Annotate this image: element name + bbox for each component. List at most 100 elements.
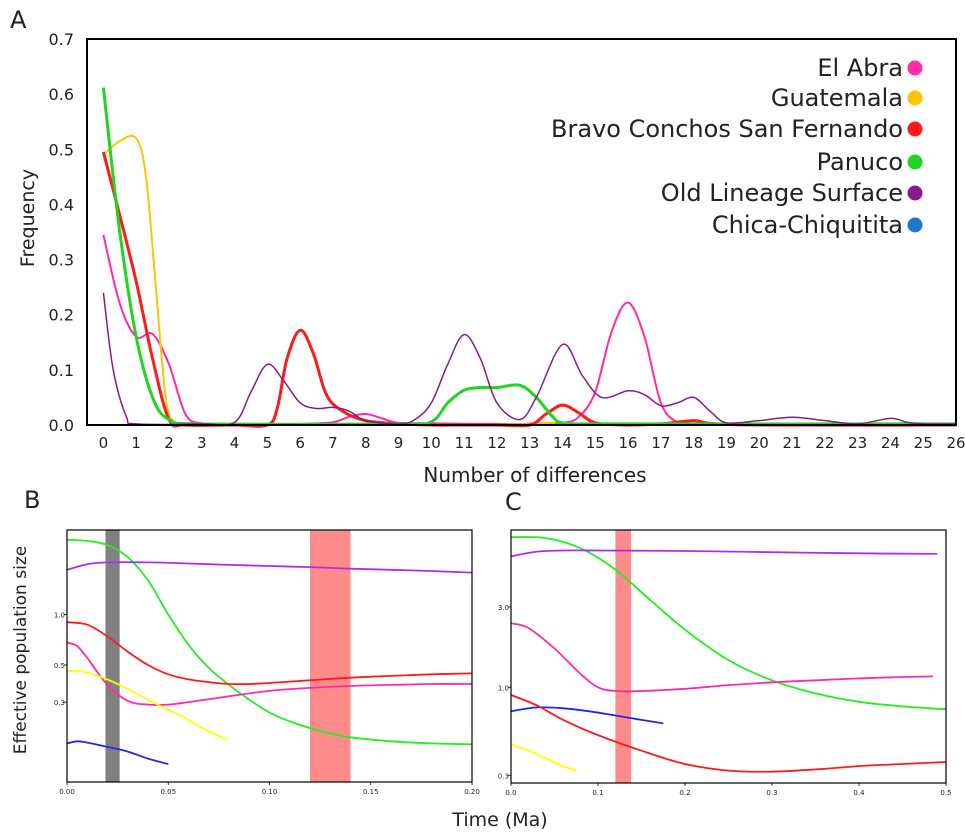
series-line [66, 561, 473, 574]
xtick-label: 0.0 [505, 789, 516, 797]
panel-a-xtick: 10 [422, 434, 441, 452]
xtick-label: 0.15 [363, 788, 379, 796]
panel-a-xtick: 19 [717, 434, 736, 452]
panel-a-xtick: 13 [520, 434, 539, 452]
panel-a-xtick: 2 [164, 434, 174, 452]
ytick-label: 0.3 [498, 772, 509, 780]
legend-label: Bravo Conchos San Fernando [551, 115, 903, 143]
panel-a-xtick: 26 [946, 434, 965, 452]
series-line [102, 234, 956, 426]
ytick-label: 0.5 [54, 662, 65, 670]
series-line [66, 538, 473, 746]
legend-marker [907, 60, 923, 76]
xtick-label: 0.4 [853, 789, 865, 797]
panel-a-xtick: 24 [881, 434, 900, 452]
highlight-band [615, 530, 632, 783]
series-line [510, 536, 947, 711]
panel-a-xtick: 0 [99, 434, 109, 452]
panel-a-ylabel: Frequency [17, 169, 39, 267]
panel-a-xlabel: Number of differences [423, 463, 646, 487]
panel-a-xtick: 1 [131, 434, 141, 452]
panel-a-xtick: 21 [782, 434, 801, 452]
xtick-label: 0.2 [679, 789, 690, 797]
series-line [510, 706, 664, 725]
panel-c-series [510, 536, 947, 773]
legend-marker [907, 154, 923, 170]
panel-b-series [66, 538, 473, 765]
xtick-label: 0.3 [766, 789, 777, 797]
panel-a-ytick: 0.5 [49, 140, 74, 159]
panel-a-axes: 0 1 2 3 4 5 6 7 8 9 10 11 12 13 14 15 16 17 18 19 20 21 22 23 24… [49, 30, 965, 452]
panel-label-a: A [10, 6, 27, 34]
series-line [510, 694, 947, 773]
legend-marker [907, 90, 923, 106]
series-line [66, 670, 228, 741]
panel-a-xtick: 20 [750, 434, 769, 452]
panel-a-xtick: 16 [619, 434, 638, 452]
panel-a-xtick: 5 [263, 434, 273, 452]
panel-c-frame [510, 529, 947, 784]
legend-marker [907, 185, 923, 201]
chart-panel-a: 0 1 2 3 4 5 6 7 8 9 10 11 12 13 14 15 16 17 18 19 20 21 22 23 24… [17, 30, 965, 487]
panel-label-b: B [24, 486, 40, 514]
series-line [101, 87, 957, 426]
legend-label: Old Lineage Surface [661, 179, 903, 207]
xtick-label: 0.10 [262, 788, 278, 796]
panel-a-xtick: 3 [197, 434, 207, 452]
panel-b-ylabel: Effective population size [11, 546, 31, 754]
shared-xlabel: Time (Ma) [451, 809, 547, 831]
panel-a-xtick: 17 [651, 434, 670, 452]
panel-a-ytick: 0.6 [49, 85, 74, 104]
legend-label: Chica-Chiquitita [712, 211, 903, 239]
xtick-label: 0.5 [940, 789, 951, 797]
xtick-label: 0.1 [592, 789, 603, 797]
legend-marker [907, 217, 923, 233]
panel-c-bands [615, 530, 632, 783]
ytick-label: 0.3 [54, 699, 65, 707]
series-line [510, 549, 938, 558]
panel-b-bands [105, 530, 351, 782]
series-line [102, 292, 957, 426]
xtick-label: 0.00 [59, 788, 75, 796]
panel-label-c: C [505, 488, 522, 516]
panel-a-xtick: 9 [394, 434, 404, 452]
panel-a-ytick: 0.0 [49, 416, 74, 435]
panel-a-xtick: 8 [361, 434, 371, 452]
series-line [66, 621, 473, 686]
panel-a-ytick: 0.3 [49, 251, 74, 270]
series-line [510, 743, 577, 772]
legend-marker [907, 121, 923, 137]
series-line [66, 641, 473, 706]
series-line [510, 622, 934, 693]
panel-a-xtick: 25 [914, 434, 933, 452]
legend-label: Panuco [817, 148, 903, 176]
legend-label: Guatemala [771, 84, 903, 112]
chart-panel-c: 0.0 0.1 0.2 0.3 0.4 0.5 0.3 1.0 3.0 [498, 529, 952, 797]
panel-a-ytick: 0.7 [49, 30, 74, 49]
panel-a-xtick: 18 [684, 434, 703, 452]
panel-a-ytick: 0.2 [49, 306, 74, 325]
chart-panel-b: 0.00 0.05 0.10 0.15 0.20 0.3 0.5 1.0 Effective … [11, 529, 480, 796]
panel-b-frame [66, 529, 473, 783]
legend-label: El Abra [817, 54, 903, 82]
panel-a-xtick: 6 [295, 434, 305, 452]
panel-a-xtick: 12 [487, 434, 506, 452]
panel-a-frame [86, 38, 957, 426]
panel-a-ytick: 0.4 [49, 195, 74, 214]
xtick-label: 0.20 [464, 788, 480, 796]
panel-a-xtick: 7 [328, 434, 338, 452]
panel-c-axes: 0.0 0.1 0.2 0.3 0.4 0.5 0.3 1.0 3.0 [498, 604, 952, 797]
series-line [66, 740, 169, 765]
highlight-band [105, 530, 120, 782]
panel-a-xtick: 22 [815, 434, 834, 452]
panel-a-xtick: 15 [586, 434, 605, 452]
ytick-label: 1.0 [54, 612, 65, 620]
xtick-label: 0.05 [160, 788, 176, 796]
highlight-band [310, 530, 351, 782]
panel-a-ytick: 0.1 [49, 361, 74, 380]
panel-a-xtick: 14 [553, 434, 572, 452]
ytick-label: 1.0 [498, 684, 509, 692]
panel-a-xtick: 4 [230, 434, 240, 452]
